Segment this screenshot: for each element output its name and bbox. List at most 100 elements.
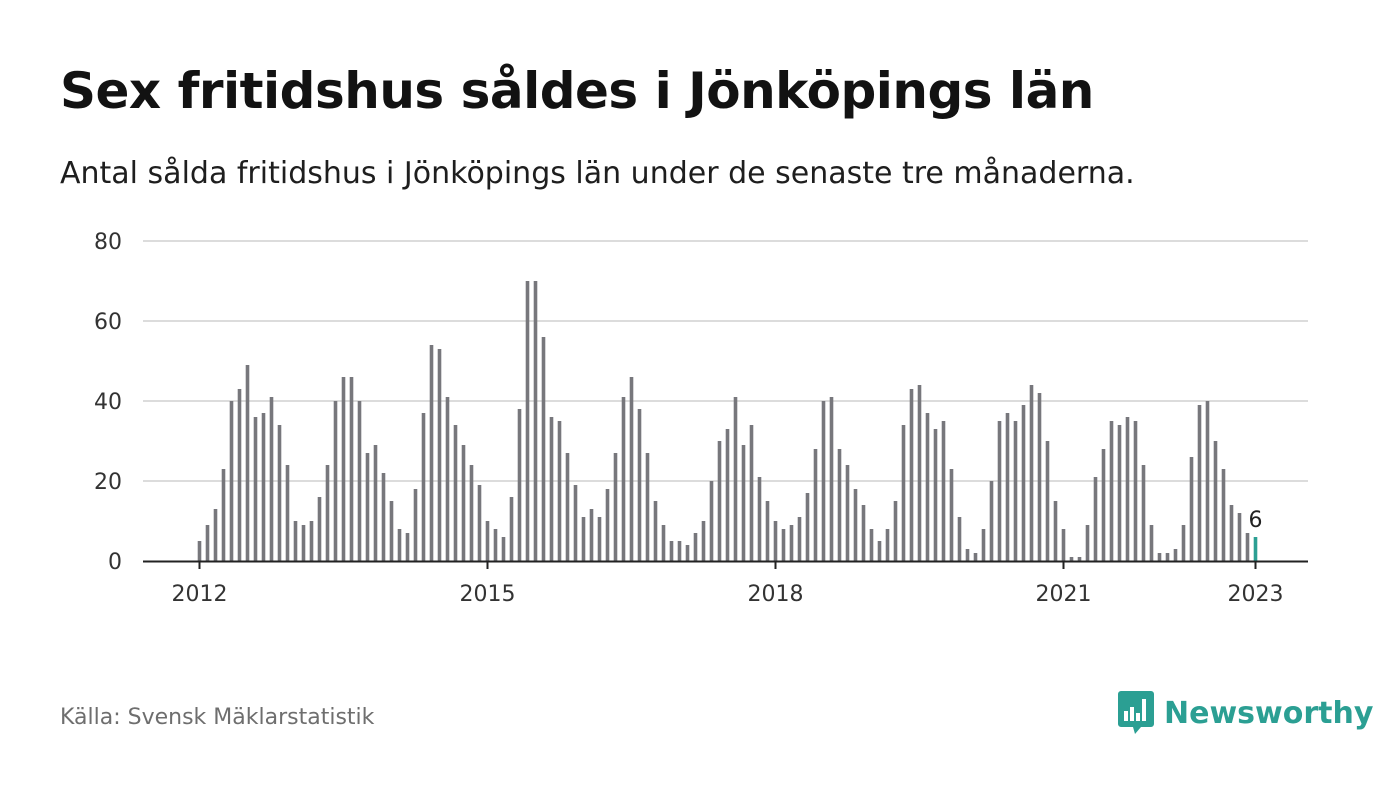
bar <box>749 425 754 561</box>
bar <box>1149 525 1154 561</box>
bar <box>197 541 202 561</box>
bar <box>589 509 594 561</box>
bar <box>597 517 602 561</box>
y-tick-label: 60 <box>94 310 122 335</box>
bar <box>309 521 314 561</box>
bar <box>333 401 338 561</box>
bar <box>525 281 530 561</box>
bar <box>629 377 634 561</box>
bar <box>205 525 210 561</box>
bar <box>429 345 434 561</box>
source-note: Källa: Svensk Mäklarstatistik <box>60 705 375 730</box>
bar <box>1117 425 1122 561</box>
bar <box>581 517 586 561</box>
bar <box>1205 401 1210 561</box>
bar <box>925 413 930 561</box>
bar <box>493 529 498 561</box>
bar <box>365 453 370 561</box>
bar <box>981 529 986 561</box>
bar <box>813 449 818 561</box>
bar <box>885 529 890 561</box>
bar <box>965 549 970 561</box>
bar <box>893 501 898 561</box>
bar <box>421 413 426 561</box>
bar <box>269 397 274 561</box>
bar <box>1013 421 1018 561</box>
bar <box>845 465 850 561</box>
x-tick-label: 2015 <box>460 582 516 607</box>
bar <box>317 497 322 561</box>
x-tick-label: 2021 <box>1036 582 1092 607</box>
x-axis <box>143 560 1308 569</box>
bar <box>1181 525 1186 561</box>
bar <box>453 425 458 561</box>
bar <box>325 465 330 561</box>
bar <box>765 501 770 561</box>
bar <box>437 349 442 561</box>
bar <box>661 525 666 561</box>
bar <box>1133 421 1138 561</box>
bar <box>469 465 474 561</box>
bar <box>1245 533 1250 561</box>
bar <box>1125 417 1130 561</box>
bar <box>637 409 642 561</box>
bar <box>1157 553 1162 561</box>
bar <box>837 449 842 561</box>
bar <box>1101 449 1106 561</box>
bar <box>797 517 802 561</box>
bar <box>1109 421 1114 561</box>
bar <box>669 541 674 561</box>
bar <box>1053 501 1058 561</box>
bar <box>549 417 554 561</box>
bar <box>733 397 738 561</box>
bar <box>1005 413 1010 561</box>
bar <box>941 421 946 561</box>
bar <box>645 453 650 561</box>
bar <box>709 481 714 561</box>
bar <box>293 521 298 561</box>
brand-logo: Newsworthy <box>1118 690 1373 736</box>
bar <box>949 469 954 561</box>
bar <box>341 377 346 561</box>
bar <box>389 501 394 561</box>
bar <box>517 409 522 561</box>
bar <box>1165 553 1170 561</box>
bar <box>357 401 362 561</box>
bar <box>397 529 402 561</box>
bar <box>781 529 786 561</box>
bar <box>445 397 450 561</box>
bar <box>237 389 242 561</box>
bar <box>685 545 690 561</box>
bar <box>853 489 858 561</box>
bar <box>461 445 466 561</box>
bar <box>477 485 482 561</box>
bar <box>901 425 906 561</box>
bar <box>1037 393 1042 561</box>
y-tick-label: 0 <box>108 550 122 575</box>
highlight-data-label: 6 <box>1249 508 1263 533</box>
chart-title: Sex fritidshus såldes i Jönköpings län <box>60 62 1094 120</box>
bar <box>509 497 514 561</box>
bar <box>805 493 810 561</box>
bar <box>1213 441 1218 561</box>
bar <box>973 553 978 561</box>
bar <box>909 389 914 561</box>
bar <box>997 421 1002 561</box>
bar <box>821 401 826 561</box>
bar <box>1077 557 1082 561</box>
bar <box>1237 513 1242 561</box>
bar <box>405 533 410 561</box>
bar <box>829 397 834 561</box>
bar <box>533 281 538 561</box>
x-axis-tick-labels: 2012 2015 2018 2021 2023 <box>172 582 1284 607</box>
bar <box>221 469 226 561</box>
data-labels: 6 <box>1249 508 1263 533</box>
y-tick-label: 20 <box>94 470 122 495</box>
bar <box>1173 549 1178 561</box>
bar <box>381 473 386 561</box>
bar <box>565 453 570 561</box>
bar <box>869 529 874 561</box>
bar <box>1085 525 1090 561</box>
bar <box>1141 465 1146 561</box>
bar-chart: 0 20 40 60 80 2012 2015 2018 2021 2023 6 <box>94 230 1308 607</box>
